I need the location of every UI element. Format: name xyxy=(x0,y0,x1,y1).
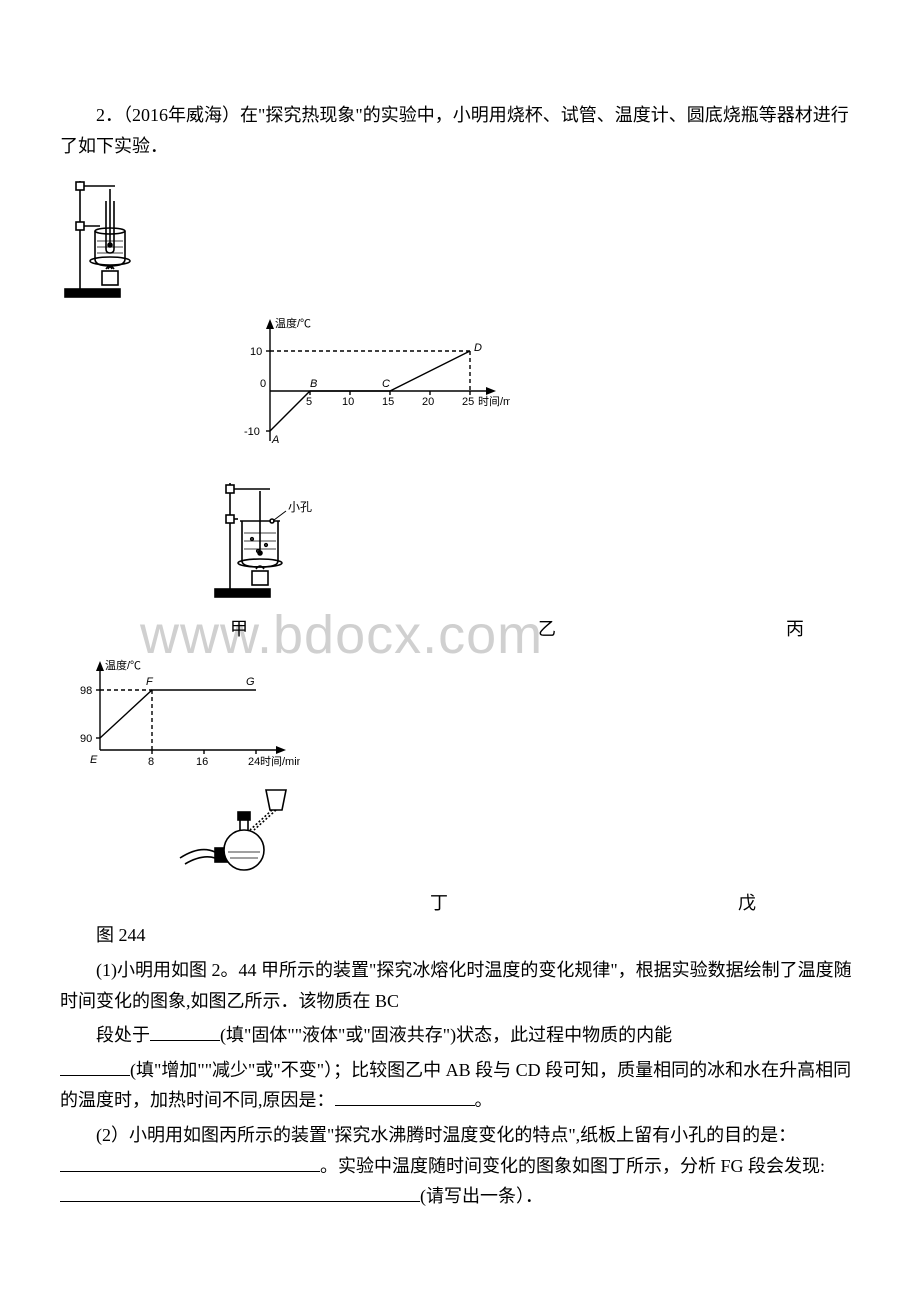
chart-yi-xtick-5: 5 xyxy=(306,396,312,408)
chart-ding-xtick-16: 16 xyxy=(196,756,208,768)
q1c-seg2: 。 xyxy=(475,1090,493,1110)
chart-yi-tick-10: 10 xyxy=(250,346,262,358)
q1b-seg2: (填"固体""液体"或"固液共存")状态，此过程中物质的内能 xyxy=(220,1025,672,1045)
chart-yi-ptD: D xyxy=(474,342,482,354)
q2a-seg1: (2）小明用如图丙所示的装置"探究水沸腾时温度变化的特点",纸板上留有小孔的目的… xyxy=(96,1125,796,1145)
chart-ding-ptE: E xyxy=(90,754,98,766)
chart-yi-svg: 温度/℃ 10 0 -10 5 10 15 20 25 时间/min A B C… xyxy=(230,311,510,461)
q2a-seg3: (请写出一条）． xyxy=(420,1186,543,1206)
figure-labels-row1: 甲 乙 丙 xyxy=(60,614,860,645)
q1b-seg1: 段处于 xyxy=(96,1025,150,1045)
q2-line-a: (2）小明用如图丙所示的装置"探究水沸腾时温度变化的特点",纸板上留有小孔的目的… xyxy=(60,1120,860,1212)
chart-yi-tick-n10: -10 xyxy=(244,426,260,438)
blank-state[interactable] xyxy=(150,1022,220,1041)
label-ding: 丁 xyxy=(430,888,448,919)
q1-line-b: 段处于 (填"固体""液体"或"固液共存")状态，此过程中物质的内能 xyxy=(60,1020,860,1051)
chart-yi-xtick-10: 10 xyxy=(342,396,354,408)
chart-yi-xtick-25: 25 xyxy=(462,396,474,408)
content-area: 2．（2016年威海）在"探究热现象"的实验中，小明用烧杯、试管、温度计、圆底烧… xyxy=(60,100,860,1212)
label-jia: 甲 xyxy=(230,614,248,645)
blank-fg-finding[interactable] xyxy=(60,1183,420,1202)
chart-ding-xlabel: 时间/min xyxy=(260,755,300,768)
blank-energy[interactable] xyxy=(60,1057,130,1076)
chart-yi-xlabel2: 时间/min xyxy=(478,395,510,408)
label-wu: 戊 xyxy=(738,888,756,919)
apparatus-bing-svg: 小孔 xyxy=(210,471,360,606)
apparatus-jia-svg xyxy=(60,171,150,301)
figure-jia xyxy=(60,171,860,301)
chart-yi-tick-0: 0 xyxy=(260,378,266,390)
intro-text: 2．（2016年威海）在"探究热现象"的实验中，小明用烧杯、试管、温度计、圆底烧… xyxy=(60,100,860,161)
chart-yi-xtick-15: 15 xyxy=(382,396,394,408)
figure-number: 图 244 xyxy=(60,920,860,951)
chart-ding-ptG: G xyxy=(246,676,255,688)
chart-ding-ptF: F xyxy=(146,676,154,688)
label-bing: 丙 xyxy=(786,614,804,645)
chart-ding-ylabel: 温度/℃ xyxy=(105,658,141,672)
blank-reason[interactable] xyxy=(335,1087,475,1106)
q2a-seg2: 。实验中温度随时间变化的图象如图丁所示，分析 FG 段会发现: xyxy=(320,1156,825,1176)
q1-line-a: (1)小明用如图 2。44 甲所示的装置"探究冰熔化时温度的变化规律"，根据实验… xyxy=(60,955,860,1016)
blank-hole-purpose[interactable] xyxy=(60,1153,320,1172)
figure-wu xyxy=(170,780,860,880)
chart-ding-ytick-98: 98 xyxy=(80,685,92,697)
chart-yi-ylabel: 温度/℃ xyxy=(275,316,311,330)
apparatus-bing-annot: 小孔 xyxy=(288,500,312,514)
chart-yi-ptB: B xyxy=(310,378,317,390)
chart-yi-ptA: A xyxy=(271,434,279,446)
chart-ding-xtick-8: 8 xyxy=(148,756,154,768)
label-yi: 乙 xyxy=(538,614,556,645)
chart-ding-svg: 温度/℃ 98 90 8 16 24 时间/min E F G xyxy=(60,655,300,770)
chart-ding-ytick-90: 90 xyxy=(80,733,92,745)
figure-bing: 小孔 xyxy=(210,471,860,606)
figure-yi: 温度/℃ 10 0 -10 5 10 15 20 25 时间/min A B C… xyxy=(230,311,860,461)
q1-line-c: (填"增加""减少"或"不变"）；比较图乙中 AB 段与 CD 段可知，质量相同… xyxy=(60,1055,860,1116)
figure-ding: 温度/℃ 98 90 8 16 24 时间/min E F G xyxy=(60,655,860,770)
figure-labels-row2: 丁 戊 xyxy=(60,888,860,919)
apparatus-wu-svg xyxy=(170,780,320,880)
chart-yi-xtick-20: 20 xyxy=(422,396,434,408)
chart-yi-ptC: C xyxy=(382,378,390,390)
chart-ding-xtick-24: 24 xyxy=(248,756,260,768)
